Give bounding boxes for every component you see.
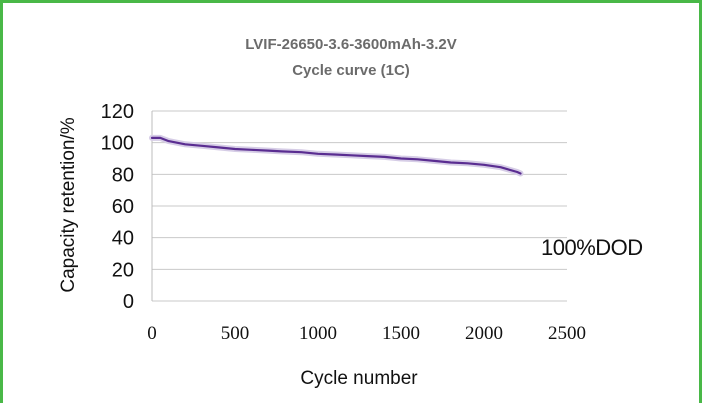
y-tick-40: 40 [112,228,134,250]
dod-annotation: 100%DOD [541,235,643,260]
y-tick-20: 20 [112,259,134,281]
grid-lines [151,110,567,302]
x-tick-1500: 1500 [382,323,420,344]
series-group [149,134,524,177]
y-tick-120: 120 [101,101,134,123]
chart-title: LVIF-26650-3.6-3600mAh-3.2V [245,36,457,53]
chart-subtitle: Cycle curve (1C) [292,62,410,79]
x-tick-2000: 2000 [465,323,503,344]
y-tick-80: 80 [112,164,134,186]
x-tick-500: 500 [221,323,250,344]
y-axis-label: Capacity retention/% [58,117,79,292]
x-axis-label: Cycle number [300,368,418,389]
x-tick-1000: 1000 [299,323,337,344]
series-0-halo [149,134,524,177]
x-axis-ticks: 0 500 1000 1500 2000 2500 [147,323,586,344]
y-axis-ticks: 0 20 40 60 80 100 120 [101,101,134,313]
series-0-line [150,136,522,175]
x-tick-2500: 2500 [548,323,586,344]
y-tick-0: 0 [123,291,134,313]
y-tick-60: 60 [112,196,134,218]
y-tick-100: 100 [101,133,134,155]
x-tick-0: 0 [147,323,157,344]
